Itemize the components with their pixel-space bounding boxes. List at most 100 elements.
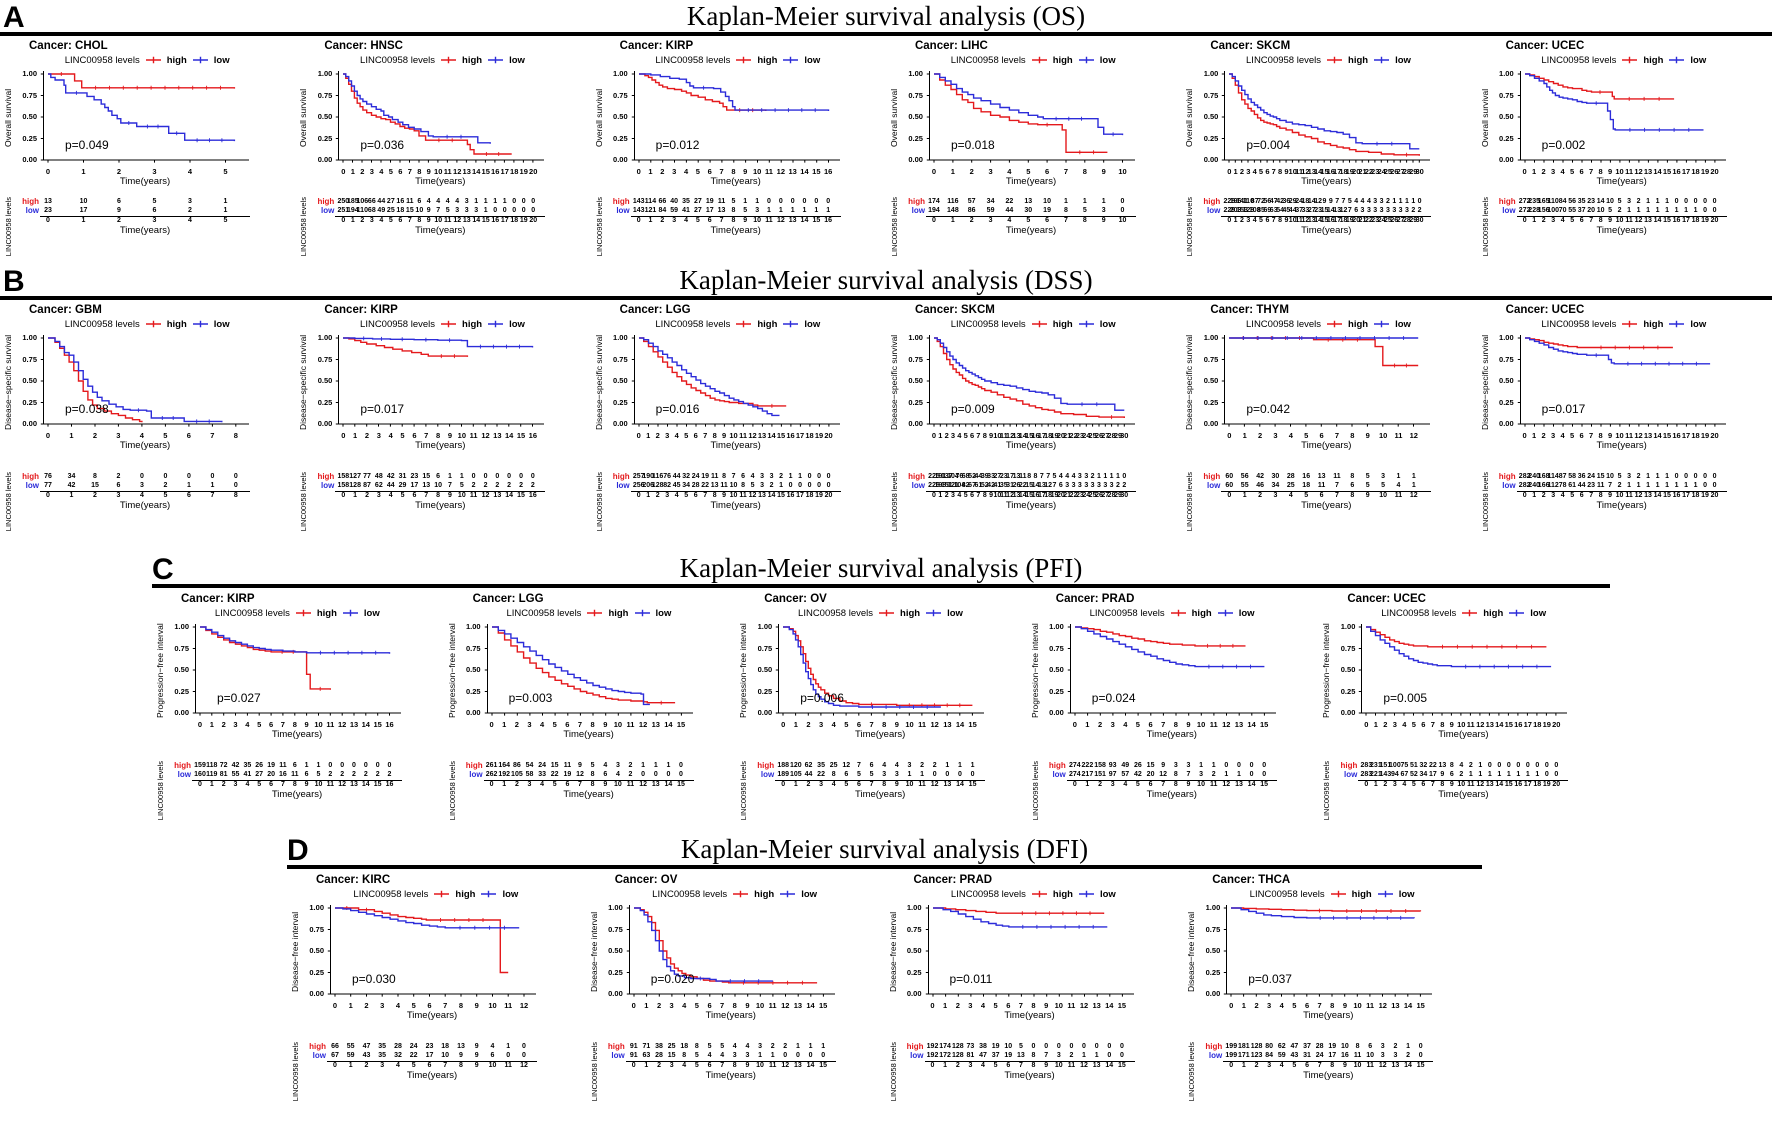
- risk-tick-label: 9: [447, 492, 452, 499]
- x-tick-labels: 0 1 2 3 4 5 6 7 8 9 10 11 12 13 14 15: [775, 720, 985, 729]
- km-plot-card: Cancer: OV LINC00958 levels high low Dis…: [586, 873, 885, 1117]
- risk-count: 251: [337, 207, 350, 214]
- risk-tick-label: 12: [1080, 1062, 1088, 1069]
- risk-row-label-high: high: [1498, 197, 1516, 206]
- risk-count: 24: [538, 762, 546, 769]
- risk-tick-label: 2: [969, 217, 974, 224]
- x-tick-label: 1: [943, 1001, 948, 1010]
- risk-tick-label: 6: [412, 492, 417, 499]
- cancer-title: Cancer: SKCM: [914, 304, 995, 316]
- risk-count: 1: [1684, 207, 1688, 214]
- risk-table-axis-label: LINC00958 levels: [1322, 761, 1332, 821]
- risk-tick-label: 15: [1320, 217, 1329, 224]
- legend-title: LINC00958 levels: [1089, 607, 1165, 619]
- risk-axis-line: [327, 1061, 537, 1062]
- panel-a-rule: [0, 32, 1772, 36]
- risk-tick-labels: 0 1 2 3 4 5 6 7 8 9 10 11 12 13 14 15: [1067, 781, 1277, 789]
- x-tick-label: 13: [1643, 167, 1653, 176]
- risk-tick-label: 10: [1197, 781, 1205, 788]
- risk-count: 5: [694, 1052, 699, 1059]
- risk-tick-label: 0: [1522, 217, 1527, 224]
- risk-count: 46: [1256, 482, 1265, 489]
- km-plot-svg: [631, 71, 840, 163]
- risk-count: 94: [1390, 771, 1399, 778]
- risk-count: 62: [374, 482, 383, 489]
- x-tick-label: 8: [732, 1001, 737, 1010]
- y-tick-label: 0.50: [1049, 665, 1064, 674]
- risk-tick-label: 4: [388, 492, 393, 499]
- risk-count: 6: [1449, 771, 1454, 778]
- km-plot-card: Cancer: SKCM LINC00958 levels high low O…: [1181, 39, 1476, 256]
- y-tick-label: 0.25: [613, 397, 628, 407]
- risk-count: 45: [672, 482, 681, 489]
- risk-count: 1: [1693, 207, 1698, 214]
- risk-values-low: 194 148 86 59 44 30 19 8 5 3 0: [926, 206, 1136, 215]
- risk-tick-label: 16: [1672, 217, 1681, 224]
- risk-table-axis-label: LINC00958 levels: [889, 197, 899, 257]
- risk-tick-label: 10: [1615, 492, 1624, 499]
- y-tick-label: 0.50: [613, 376, 628, 385]
- risk-count: 13: [1317, 473, 1326, 480]
- censor-marks-low: [74, 90, 224, 143]
- risk-table-block: LINC00958 levels high 76 34 8 2 0 0 0 0 0 low 77…: [3, 472, 291, 531]
- risk-axis-line: [335, 216, 546, 217]
- risk-tick-label: 3: [819, 781, 824, 788]
- x-tick-label: 15: [1025, 431, 1034, 440]
- risk-count: 59: [670, 207, 679, 214]
- risk-tick-label: 10: [905, 781, 914, 788]
- risk-count: 34: [1419, 771, 1428, 778]
- risk-table: high 66 55 47 35 28 24 23 18 13 9 4 1 0 low 67 59 43 35…: [302, 1042, 537, 1101]
- x-tick-label: 12: [1079, 1001, 1089, 1010]
- risk-time-axis-label: Time(years): [406, 1070, 458, 1081]
- risk-count: 25: [386, 207, 395, 214]
- y-tick-label: 0.00: [908, 155, 923, 164]
- risk-count: 0: [1262, 762, 1267, 769]
- legend-marker-low-icon: [1078, 56, 1094, 64]
- risk-tick-label: 9: [743, 217, 748, 224]
- x-tick-label: 5: [400, 431, 405, 440]
- risk-count: 51: [1409, 762, 1418, 769]
- risk-tick-label: 13: [788, 217, 797, 224]
- time-axis-label: Time(years): [1301, 176, 1352, 187]
- risk-tick-label: 22: [1365, 217, 1373, 224]
- legend-marker-low-icon: [1509, 609, 1525, 617]
- risk-count: 15: [1596, 473, 1605, 480]
- risk-count: 0: [1044, 1043, 1049, 1050]
- risk-tick-label: 5: [1570, 492, 1575, 499]
- km-curve-low: [48, 337, 223, 423]
- risk-count: 9: [474, 1043, 479, 1050]
- risk-tick-label: 14: [505, 492, 514, 499]
- risk-count: 3: [1380, 1052, 1385, 1059]
- chart-area: p=0.002: [1517, 69, 1727, 167]
- y-tick-label: 0.00: [613, 155, 628, 164]
- x-tick-label: 2: [969, 167, 974, 176]
- legend-title: LINC00958 levels: [655, 54, 731, 66]
- risk-tick-label: 10: [613, 781, 622, 788]
- risk-count: 282: [1518, 473, 1531, 480]
- risk-time-axis-label: Time(years): [705, 1070, 756, 1081]
- risk-time-axis-label: Time(years): [1596, 500, 1647, 511]
- y-tick-label: 0.00: [1203, 419, 1219, 428]
- risk-row-high: high 66 55 47 35 28 24 23 18 13 9 4 1 0: [302, 1042, 537, 1051]
- risk-count: 240: [1528, 482, 1540, 489]
- chart-area: p=0.036: [335, 69, 545, 167]
- risk-count: 196: [1229, 198, 1242, 205]
- x-tick-label: 1: [1242, 431, 1247, 440]
- risk-count: 1: [316, 762, 321, 769]
- censor-marks-low: [870, 705, 930, 709]
- risk-tick-label: 0: [333, 1062, 337, 1069]
- legend-low-label: low: [1395, 54, 1411, 66]
- risk-row-high: high 257 190 116 76 44 32 24 19 11 8 7 6 4 3 3 2 1 1 0 0 0: [606, 472, 841, 481]
- risk-count: 15: [1320, 207, 1329, 214]
- risk-count: 225: [928, 473, 940, 480]
- x-tick-label: 18: [1691, 431, 1700, 440]
- y-tick-labels: 1.00 0.75 0.50 0.25 0.00: [606, 69, 631, 167]
- censor-marks-low: [701, 85, 817, 113]
- risk-count: 1: [506, 1043, 511, 1050]
- risk-tick-label: 0: [1072, 781, 1077, 788]
- y-tick-label: 1.00: [22, 69, 37, 78]
- x-tick-label: 5: [1292, 1001, 1297, 1010]
- risk-tick-label: 11: [1295, 217, 1303, 224]
- x-tick-label: 8: [292, 720, 297, 729]
